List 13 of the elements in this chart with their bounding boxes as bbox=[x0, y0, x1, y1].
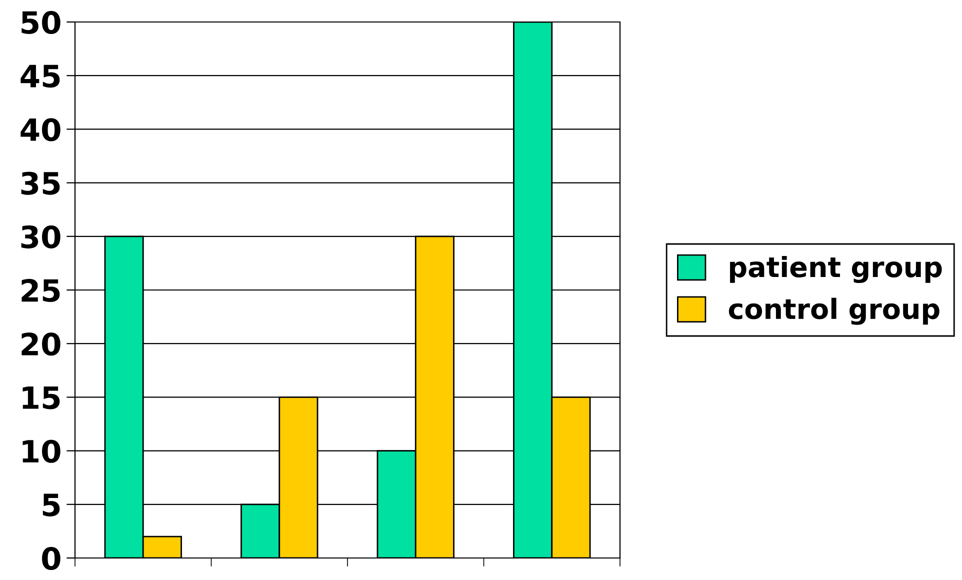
legend-label: control group bbox=[728, 298, 940, 325]
legend-label: patient group bbox=[730, 256, 942, 284]
y-tick-label: 0 bbox=[42, 546, 60, 570]
y-tick-label: 5 bbox=[42, 494, 60, 516]
y-tick-label: 35 bbox=[21, 172, 60, 195]
y-tick-label: 50 bbox=[22, 10, 60, 34]
y-tick-label: 45 bbox=[20, 64, 60, 88]
y-tick-label: 15 bbox=[22, 386, 60, 410]
y-tick-label: 30 bbox=[21, 225, 60, 248]
y-tick-label: 20 bbox=[22, 332, 60, 356]
y-tick-label: 40 bbox=[20, 118, 60, 142]
y-tick-label: 25 bbox=[22, 278, 60, 302]
y-tick-label: 10 bbox=[22, 440, 60, 463]
